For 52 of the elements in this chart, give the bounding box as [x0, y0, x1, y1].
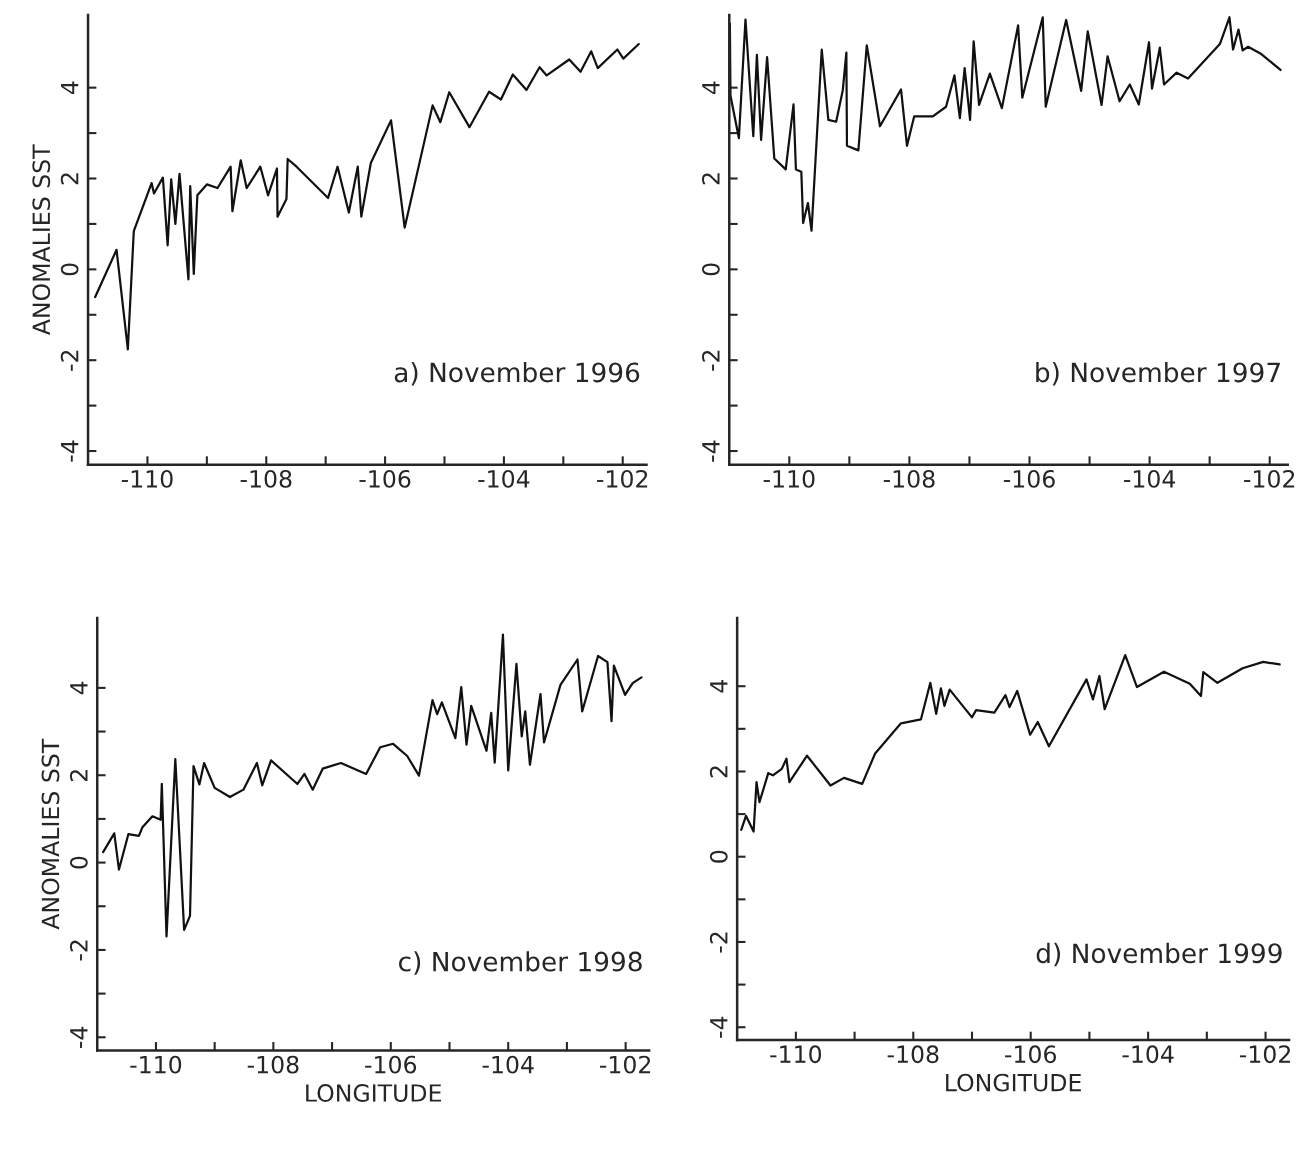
y-tick-label: 0 [69, 856, 88, 869]
x-tick-label: -106 [365, 1055, 417, 1074]
y-axis-title: ANOMALIES SST [32, 144, 51, 336]
y-tick-label: 2 [60, 173, 79, 185]
annotation: b) November 1997 [1036, 361, 1280, 386]
x-tick-label: -110 [121, 469, 173, 488]
annotation: a) November 1996 [394, 361, 640, 386]
y-tick-label: -4 [702, 440, 720, 462]
x-tick-label: -110 [770, 1045, 822, 1064]
line-series [94, 42, 640, 351]
x-tick-label: -102 [597, 469, 648, 488]
annotation: d) November 1999 [1036, 942, 1282, 967]
x-tick-label: -104 [482, 1055, 534, 1074]
x-tick-label: -102 [599, 1055, 651, 1074]
x-tick-label: -110 [763, 469, 815, 488]
x-tick-label: -110 [130, 1055, 182, 1074]
y-tick-label: -4 [61, 440, 79, 462]
y-tick-label: -4 [70, 1026, 88, 1048]
x-tick-label: -106 [359, 469, 411, 488]
x-tick-label: -102 [1244, 469, 1295, 488]
y-tick-label: 4 [70, 681, 88, 695]
x-tick-label: -106 [1003, 469, 1055, 488]
y-tick-label: -2 [60, 350, 79, 371]
line-series [729, 16, 1282, 232]
x-tick-label: -104 [478, 469, 530, 488]
y-tick-label: -2 [69, 940, 88, 961]
x-tick-label: -102 [1239, 1045, 1290, 1064]
x-tick-label: -108 [887, 1045, 939, 1064]
y-axis-title: ANOMALIES SST [41, 738, 60, 930]
line-series [102, 633, 643, 938]
x-axis-title: LONGITUDE [946, 1073, 1081, 1092]
y-tick-label: -2 [701, 350, 720, 371]
x-tick-label: -104 [1122, 1045, 1174, 1064]
annotation: c) November 1998 [399, 951, 642, 975]
y-tick-label: 4 [710, 680, 728, 693]
y-tick-label: 4 [702, 81, 720, 95]
y-tick-label: -4 [710, 1016, 728, 1038]
x-tick-label: -106 [1005, 1045, 1057, 1064]
x-axis-title: LONGITUDE [306, 1084, 441, 1102]
y-tick-label: 2 [69, 770, 88, 782]
y-tick-label: 4 [61, 81, 79, 95]
x-tick-label: -104 [1123, 469, 1176, 488]
y-tick-label: -2 [709, 932, 728, 953]
line-series [740, 653, 1281, 833]
y-tick-label: 0 [701, 263, 720, 276]
x-tick-label: -108 [247, 1055, 299, 1074]
x-tick-label: -108 [883, 469, 935, 488]
x-tick-label: -108 [240, 469, 292, 488]
y-tick-label: 0 [709, 850, 728, 863]
y-tick-label: 0 [60, 263, 79, 276]
y-tick-label: 2 [709, 766, 728, 778]
y-tick-label: 2 [701, 173, 720, 185]
